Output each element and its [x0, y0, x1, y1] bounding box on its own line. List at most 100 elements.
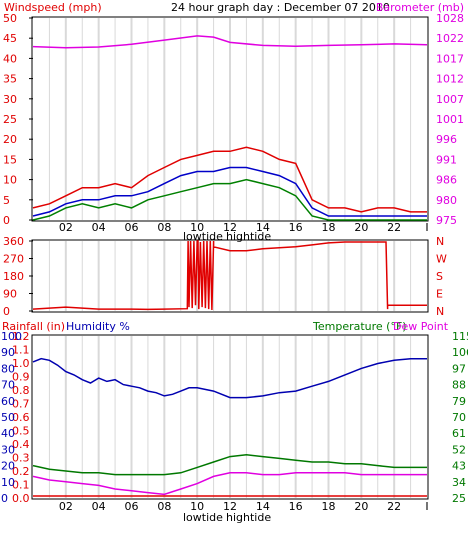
temperature-tick-label: 52 [452, 443, 466, 456]
humidity-tick-label: 80 [1, 362, 15, 375]
x-tick-label: 10 [190, 500, 204, 513]
humidity-tick-label: 70 [1, 379, 15, 392]
direction-tick-label: 90 [3, 288, 17, 301]
barometer-tick-label: 1012 [436, 73, 464, 86]
graph-title: 24 hour graph day : December 07 2010 [171, 1, 390, 14]
series-low [32, 178, 427, 221]
windspeed-tick-label: 40 [3, 52, 17, 65]
lowtide-label-bottom: lowtide [183, 511, 223, 524]
rainfall-tick-label: 0.4 [12, 438, 30, 451]
windspeed-tick-label: 30 [3, 93, 17, 106]
rainfall-tick-label: 0.3 [12, 452, 30, 465]
compass-tick-label: W [436, 253, 447, 266]
series-dewpoint [32, 472, 427, 496]
series-gust [32, 146, 427, 213]
humidity-tick-label: 20 [1, 460, 15, 473]
x-tick-label: 16 [289, 221, 303, 234]
barometer-tick-label: 991 [436, 153, 457, 166]
barometer-tick-label: 1007 [436, 93, 464, 106]
x-tick-label: I [425, 500, 428, 513]
barometer-tick-label: 1022 [436, 32, 464, 45]
x-tick-label: 14 [256, 221, 270, 234]
humidity-axis-label: Humidity % [66, 320, 130, 333]
hightide-label-top: hightide [226, 230, 271, 243]
rainfall-tick-label: 0.0 [12, 492, 30, 505]
humidity-tick-label: 10 [1, 476, 15, 489]
x-tick-label: 10 [190, 221, 204, 234]
humidity-tick-label: 100 [1, 330, 22, 343]
barometer-tick-label: 975 [436, 214, 457, 227]
x-tick-label: 02 [59, 221, 73, 234]
rainfall-tick-label: 1.0 [12, 357, 30, 370]
rainfall-tick-label: 1.1 [12, 344, 30, 357]
windspeed-tick-label: 10 [3, 174, 17, 187]
x-tick-label: 08 [157, 500, 171, 513]
x-tick-label: 18 [322, 500, 336, 513]
barometer-tick-label: 1017 [436, 52, 464, 65]
direction-tick-label: 0 [3, 305, 10, 318]
rainfall-tick-label: 0.7 [12, 398, 30, 411]
x-tick-label: I [425, 221, 428, 234]
humidity-tick-label: 90 [1, 346, 15, 359]
rainfall-tick-label: 0.9 [12, 371, 30, 384]
windspeed-axis-label: Windspeed (mph) [4, 1, 102, 14]
rainfall-tick-label: 0.1 [12, 479, 30, 492]
temperature-axis-label: Temperature (°F) [312, 320, 407, 333]
windspeed-tick-label: 45 [3, 32, 17, 45]
temperature-tick-label: 115 [452, 330, 468, 343]
temp-panel-ticks: 0.00.10.20.30.40.50.60.70.80.91.01.11.2 0… [1, 330, 468, 513]
temperature-tick-label: 34 [452, 476, 466, 489]
direction-tick-label: 180 [3, 270, 24, 283]
x-tick-label: 06 [125, 500, 139, 513]
rainfall-tick-label: 0.2 [12, 465, 30, 478]
temperature-tick-label: 70 [452, 411, 466, 424]
x-tick-label: 04 [92, 221, 106, 234]
windspeed-tick-label: 5 [3, 194, 10, 207]
windspeed-tick-label: 0 [3, 214, 10, 227]
wind-panel-series [32, 35, 428, 221]
direction-tick-label: 270 [3, 253, 24, 266]
compass-tick-label: S [436, 270, 443, 283]
x-tick-label: 20 [354, 500, 368, 513]
barometer-tick-label: 1001 [436, 113, 464, 126]
windspeed-tick-label: 15 [3, 153, 17, 166]
compass-tick-label: E [436, 288, 443, 301]
temperature-tick-label: 97 [452, 362, 466, 375]
series-average [32, 166, 427, 217]
temperature-tick-label: 25 [452, 492, 466, 505]
rainfall-tick-label: 0.5 [12, 425, 30, 438]
temp-panel-series [32, 357, 427, 497]
direction-tick-label: 360 [3, 235, 24, 248]
x-tick-label: 02 [59, 500, 73, 513]
barometer-tick-label: 980 [436, 194, 457, 207]
gridlines [48, 18, 412, 498]
rainfall-tick-label: 1.2 [12, 330, 30, 343]
x-tick-label: 08 [157, 221, 171, 234]
rainfall-axis-label: Rainfall (in) [2, 320, 65, 333]
x-tick-label: 22 [387, 500, 401, 513]
windspeed-tick-label: 25 [3, 113, 17, 126]
wind-panel-ticks: 0 5 10 15 20 25 30 35 40 45 50 975 980 986 991 996 1001 1… [3, 12, 464, 234]
barometer-tick-label: 1028 [436, 12, 464, 25]
humidity-tick-label: 60 [1, 395, 15, 408]
barometer-tick-label: 986 [436, 174, 457, 187]
compass-tick-label: N [436, 305, 444, 318]
windspeed-tick-label: 20 [3, 133, 17, 146]
direction-panel-series [32, 240, 427, 311]
rainfall-tick-label: 0.8 [12, 384, 30, 397]
windspeed-tick-label: 50 [3, 12, 17, 25]
x-tick-label: 12 [223, 221, 237, 234]
humidity-tick-label: 0 [1, 492, 8, 505]
x-tick-label: 04 [92, 500, 106, 513]
temperature-tick-label: 88 [452, 379, 466, 392]
rainfall-tick-label: 0.6 [12, 411, 30, 424]
dewpoint-axis-label: Dew Point [393, 320, 449, 333]
lowtide-label-top: lowtide [183, 230, 223, 243]
windspeed-tick-label: 35 [3, 73, 17, 86]
x-tick-label: 06 [125, 221, 139, 234]
x-tick-label: 22 [387, 221, 401, 234]
barometer-axis-label: Barometer (mb) [376, 1, 464, 14]
humidity-tick-label: 50 [1, 411, 15, 424]
